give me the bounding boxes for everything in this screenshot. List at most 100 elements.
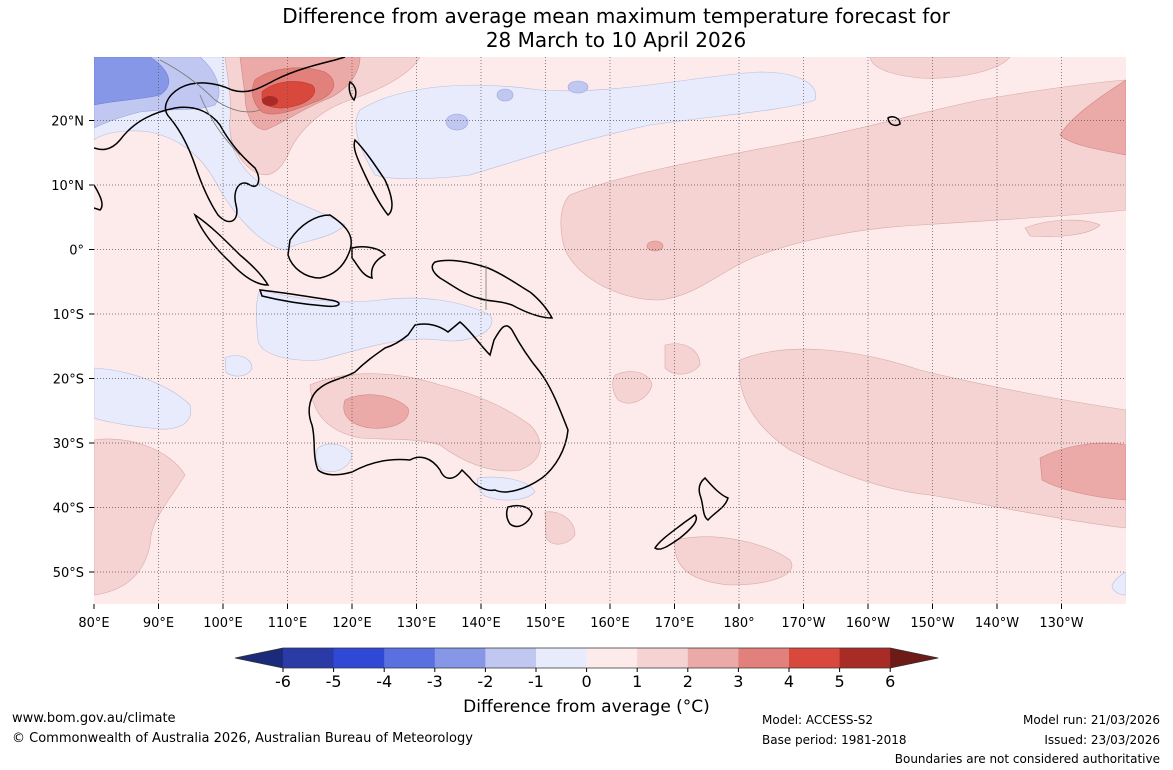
lon-label: 80°E (78, 616, 109, 631)
cold-spot-pacific-2 (567, 80, 589, 94)
colorbar-tick-label: 0 (582, 672, 592, 691)
map-title: Difference from average mean maximum tem… (0, 4, 1173, 52)
colorbar-tick-label: -1 (528, 672, 544, 691)
asia-mainland-coast (94, 57, 346, 223)
colorbar-segment (789, 648, 841, 668)
map-field (94, 57, 1126, 604)
colorbar-tick-label: -3 (427, 672, 443, 691)
warm-region-central-pacific (560, 79, 1126, 301)
footer-model: Model: ACCESS-S2 (762, 713, 874, 727)
warm-region-coral-sea (612, 371, 653, 404)
colorbar-segment (586, 648, 638, 668)
title-line-1: Difference from average mean maximum tem… (282, 4, 950, 28)
footer-model-run: Model run: 21/03/2026 (1022, 713, 1160, 727)
tasmania-coast (505, 504, 533, 528)
borneo-coast (287, 214, 352, 279)
new-zealand-north (698, 476, 729, 521)
colorbar-segment (637, 648, 689, 668)
footer-base-period: Base period: 1981-2018 (762, 733, 907, 747)
warm-region-east-pacific-north (869, 57, 1011, 79)
lat-label: 20°S (53, 373, 84, 388)
colorbar-label: Difference from average (°C) (463, 697, 710, 717)
cold-spot-philippine-sea (445, 113, 469, 131)
taiwan-coast (348, 80, 357, 102)
lon-label: 180° (723, 616, 754, 631)
philippines-coast (353, 138, 393, 217)
hawaii-islands (887, 116, 901, 127)
colorbar-segment (687, 648, 739, 668)
coastlines (94, 57, 901, 550)
colorbar-tick-label: -6 (275, 672, 291, 691)
lon-label: 120°E (332, 616, 372, 631)
java-coast (258, 289, 340, 308)
lon-label: 150°W (910, 616, 954, 631)
colorbar-segment (485, 648, 537, 668)
cold-spot-pacific-1 (496, 88, 514, 102)
title-line-2: 28 March to 10 April 2026 (485, 28, 747, 52)
footer-issued: Issued: 23/03/2026 (1044, 733, 1160, 747)
lat-label: 10°S (53, 308, 84, 323)
warm-region-new-zealand-east (544, 511, 576, 545)
cool-spot-far-southeast (1111, 571, 1126, 596)
colorbar-tick-label: 1 (632, 672, 642, 691)
colorbar-tick-label: -5 (326, 672, 342, 691)
warmer-region-central-australia (343, 394, 409, 429)
lon-label: 170°E (655, 616, 695, 631)
colorbar-segment (839, 648, 891, 668)
warm-region-southern-indian-ocean (94, 438, 186, 596)
lon-label: 170°W (781, 616, 825, 631)
colder-region-indochina (94, 57, 169, 106)
warmer-region-east-pacific (1059, 79, 1126, 156)
country-borders (159, 59, 487, 310)
colorbar-segment (283, 648, 335, 668)
extreme-spot-south-china (262, 96, 278, 106)
australia-coast (308, 321, 569, 493)
lon-label: 130°W (1039, 616, 1083, 631)
new-zealand-south (654, 514, 697, 550)
footer-url: www.bom.gov.au/climate (12, 711, 176, 726)
lon-label: 110°E (268, 616, 308, 631)
cool-region-northwest-pacific (355, 71, 817, 180)
sulawesi-coast (351, 246, 387, 279)
cool-region-se-australia (476, 476, 536, 501)
colorbar-tick-label: 6 (885, 672, 895, 691)
colorbar-segment (434, 648, 486, 668)
warm-region-equatorial (1024, 219, 1101, 237)
lat-label: 0° (69, 244, 84, 259)
colorbar-max-arrow (890, 648, 939, 668)
lon-label: 150°E (526, 616, 566, 631)
warmer-region-south-east-pacific (1039, 442, 1126, 501)
footer-disclaimer: Boundaries are not considered authoritat… (894, 752, 1160, 766)
colorbar-segment (536, 648, 588, 668)
india-coast (94, 184, 103, 211)
cool-region-indonesia (256, 289, 493, 361)
colorbar-tick-label: -4 (376, 672, 392, 691)
lat-label: 50°S (53, 566, 84, 581)
longitude-labels: 80°E 90°E 100°E 110°E 120°E 130°E 140°E 150°E 16… (78, 616, 1083, 631)
cool-region-indian-ocean (94, 367, 192, 430)
lon-label: 140°E (461, 616, 501, 631)
lat-label: 30°S (53, 437, 84, 452)
colorbar-tick-label: 2 (683, 672, 693, 691)
lon-label: 160°E (590, 616, 630, 631)
colorbar-segment (738, 648, 790, 668)
colorbar-segment (384, 648, 436, 668)
lon-label: 160°W (846, 616, 890, 631)
lon-label: 130°E (397, 616, 437, 631)
lat-label: 10°N (51, 179, 84, 194)
latitude-labels: 20°N 10°N 0° 10°S 20°S 30°S 40°S 50°S (51, 115, 84, 582)
footer-copyright: © Commonwealth of Australia 2026, Austra… (12, 731, 473, 746)
lon-label: 90°E (143, 616, 174, 631)
colorbar-tick-label: 3 (733, 672, 743, 691)
lat-label: 20°N (51, 115, 84, 130)
colorbar-segment (333, 648, 385, 668)
colorbar: -6 -5 -4 -3 -2 -1 0 1 2 3 4 5 6 (234, 647, 939, 691)
lon-label: 100°E (203, 616, 243, 631)
colorbar-tick-label: -2 (477, 672, 493, 691)
colorbar-tick-label: 5 (835, 672, 845, 691)
lat-label: 40°S (53, 502, 84, 517)
colorbar-tick-label: 4 (784, 672, 794, 691)
warm-region-tasman (674, 536, 793, 586)
warmer-spot-equatorial (646, 240, 664, 252)
